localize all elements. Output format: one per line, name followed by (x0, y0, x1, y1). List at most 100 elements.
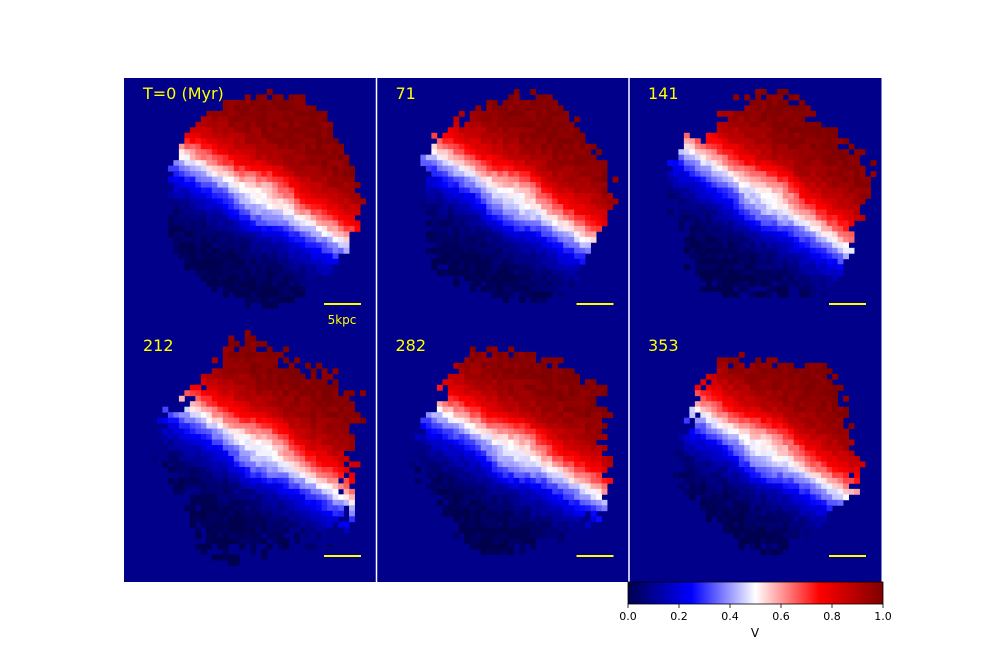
velocity-pixel (574, 401, 580, 408)
velocity-pixel (557, 379, 564, 386)
velocity-pixel (519, 253, 526, 260)
velocity-pixel (222, 165, 229, 172)
velocity-pixel (206, 214, 213, 221)
velocity-pixel (316, 434, 323, 440)
velocity-pixel (486, 362, 493, 369)
velocity-pixel (733, 247, 740, 254)
velocity-pixel (211, 532, 218, 539)
velocity-pixel (266, 494, 273, 501)
velocity-pixel (436, 154, 443, 161)
velocity-pixel (288, 499, 295, 506)
velocity-pixel (777, 280, 784, 287)
velocity-pixel (585, 423, 591, 430)
velocity-pixel (513, 231, 520, 238)
velocity-pixel (596, 499, 602, 506)
velocity-pixel (206, 521, 213, 528)
velocity-pixel (294, 428, 301, 435)
velocity-pixel (305, 138, 312, 145)
velocity-pixel (228, 538, 235, 545)
velocity-pixel (294, 209, 301, 216)
velocity-pixel (266, 236, 273, 243)
velocity-pixel (217, 143, 224, 150)
velocity-pixel (502, 395, 509, 402)
velocity-pixel (568, 461, 575, 468)
velocity-pixel (727, 176, 734, 183)
velocity-pixel (486, 401, 493, 408)
velocity-pixel (184, 428, 191, 435)
velocity-pixel (843, 236, 849, 243)
velocity-pixel (810, 138, 817, 145)
velocity-pixel (453, 138, 460, 145)
velocity-pixel (777, 269, 784, 276)
velocity-pixel (173, 417, 180, 424)
velocity-pixel (541, 171, 548, 178)
velocity-pixel (206, 193, 213, 199)
velocity-pixel (744, 116, 751, 123)
velocity-pixel (579, 483, 586, 490)
velocity-pixel (200, 510, 207, 517)
velocity-pixel (239, 187, 246, 194)
velocity-pixel (184, 231, 191, 238)
velocity-pixel (502, 510, 509, 517)
velocity-pixel (491, 193, 498, 199)
velocity-pixel (321, 417, 328, 424)
velocity-pixel (513, 439, 520, 446)
velocity-pixel (184, 247, 191, 254)
velocity-pixel (579, 434, 586, 440)
velocity-pixel (272, 362, 279, 369)
velocity-pixel (266, 505, 273, 512)
velocity-pixel (464, 160, 471, 167)
velocity-pixel (206, 242, 213, 249)
velocity-pixel (244, 121, 251, 128)
velocity-pixel (255, 143, 262, 150)
velocity-pixel (502, 165, 509, 172)
velocity-pixel (338, 171, 344, 178)
velocity-pixel (546, 379, 553, 386)
velocity-pixel (184, 143, 191, 150)
velocity-pixel (447, 456, 454, 462)
velocity-pixel (343, 401, 350, 408)
velocity-pixel (590, 477, 597, 484)
velocity-pixel (228, 445, 235, 451)
velocity-pixel (200, 187, 207, 194)
velocity-pixel (579, 488, 586, 495)
velocity-pixel (310, 198, 317, 205)
velocity-pixel (480, 225, 487, 232)
velocity-pixel (195, 121, 202, 128)
velocity-pixel (843, 182, 849, 188)
velocity-pixel (239, 510, 246, 517)
velocity-pixel (475, 368, 482, 375)
velocity-pixel (442, 428, 449, 435)
velocity-pixel (541, 193, 548, 199)
velocity-pixel (299, 286, 306, 293)
velocity-pixel (585, 187, 591, 194)
velocity-pixel (788, 149, 795, 156)
velocity-pixel (217, 456, 224, 462)
velocity-pixel (705, 247, 712, 254)
velocity-pixel (316, 193, 323, 199)
velocity-pixel (793, 209, 800, 216)
velocity-pixel (261, 505, 268, 512)
velocity-pixel (261, 171, 268, 178)
velocity-pixel (585, 428, 591, 435)
velocity-pixel (760, 253, 767, 260)
velocity-pixel (799, 171, 806, 178)
velocity-pixel (530, 510, 537, 517)
velocity-pixel (261, 439, 268, 446)
velocity-pixel (513, 176, 520, 183)
velocity-pixel (859, 176, 866, 183)
velocity-pixel (502, 434, 509, 440)
velocity-pixel (327, 406, 333, 413)
velocity-pixel (535, 253, 542, 260)
velocity-pixel (458, 390, 465, 397)
velocity-pixel (321, 527, 328, 534)
velocity-pixel (497, 395, 504, 402)
velocity-pixel (332, 510, 339, 517)
velocity-pixel (694, 269, 701, 276)
velocity-pixel (211, 154, 218, 161)
velocity-pixel (233, 154, 240, 161)
velocity-pixel (327, 434, 333, 440)
velocity-pixel (727, 110, 734, 117)
velocity-pixel (305, 132, 312, 139)
velocity-pixel (305, 472, 312, 479)
